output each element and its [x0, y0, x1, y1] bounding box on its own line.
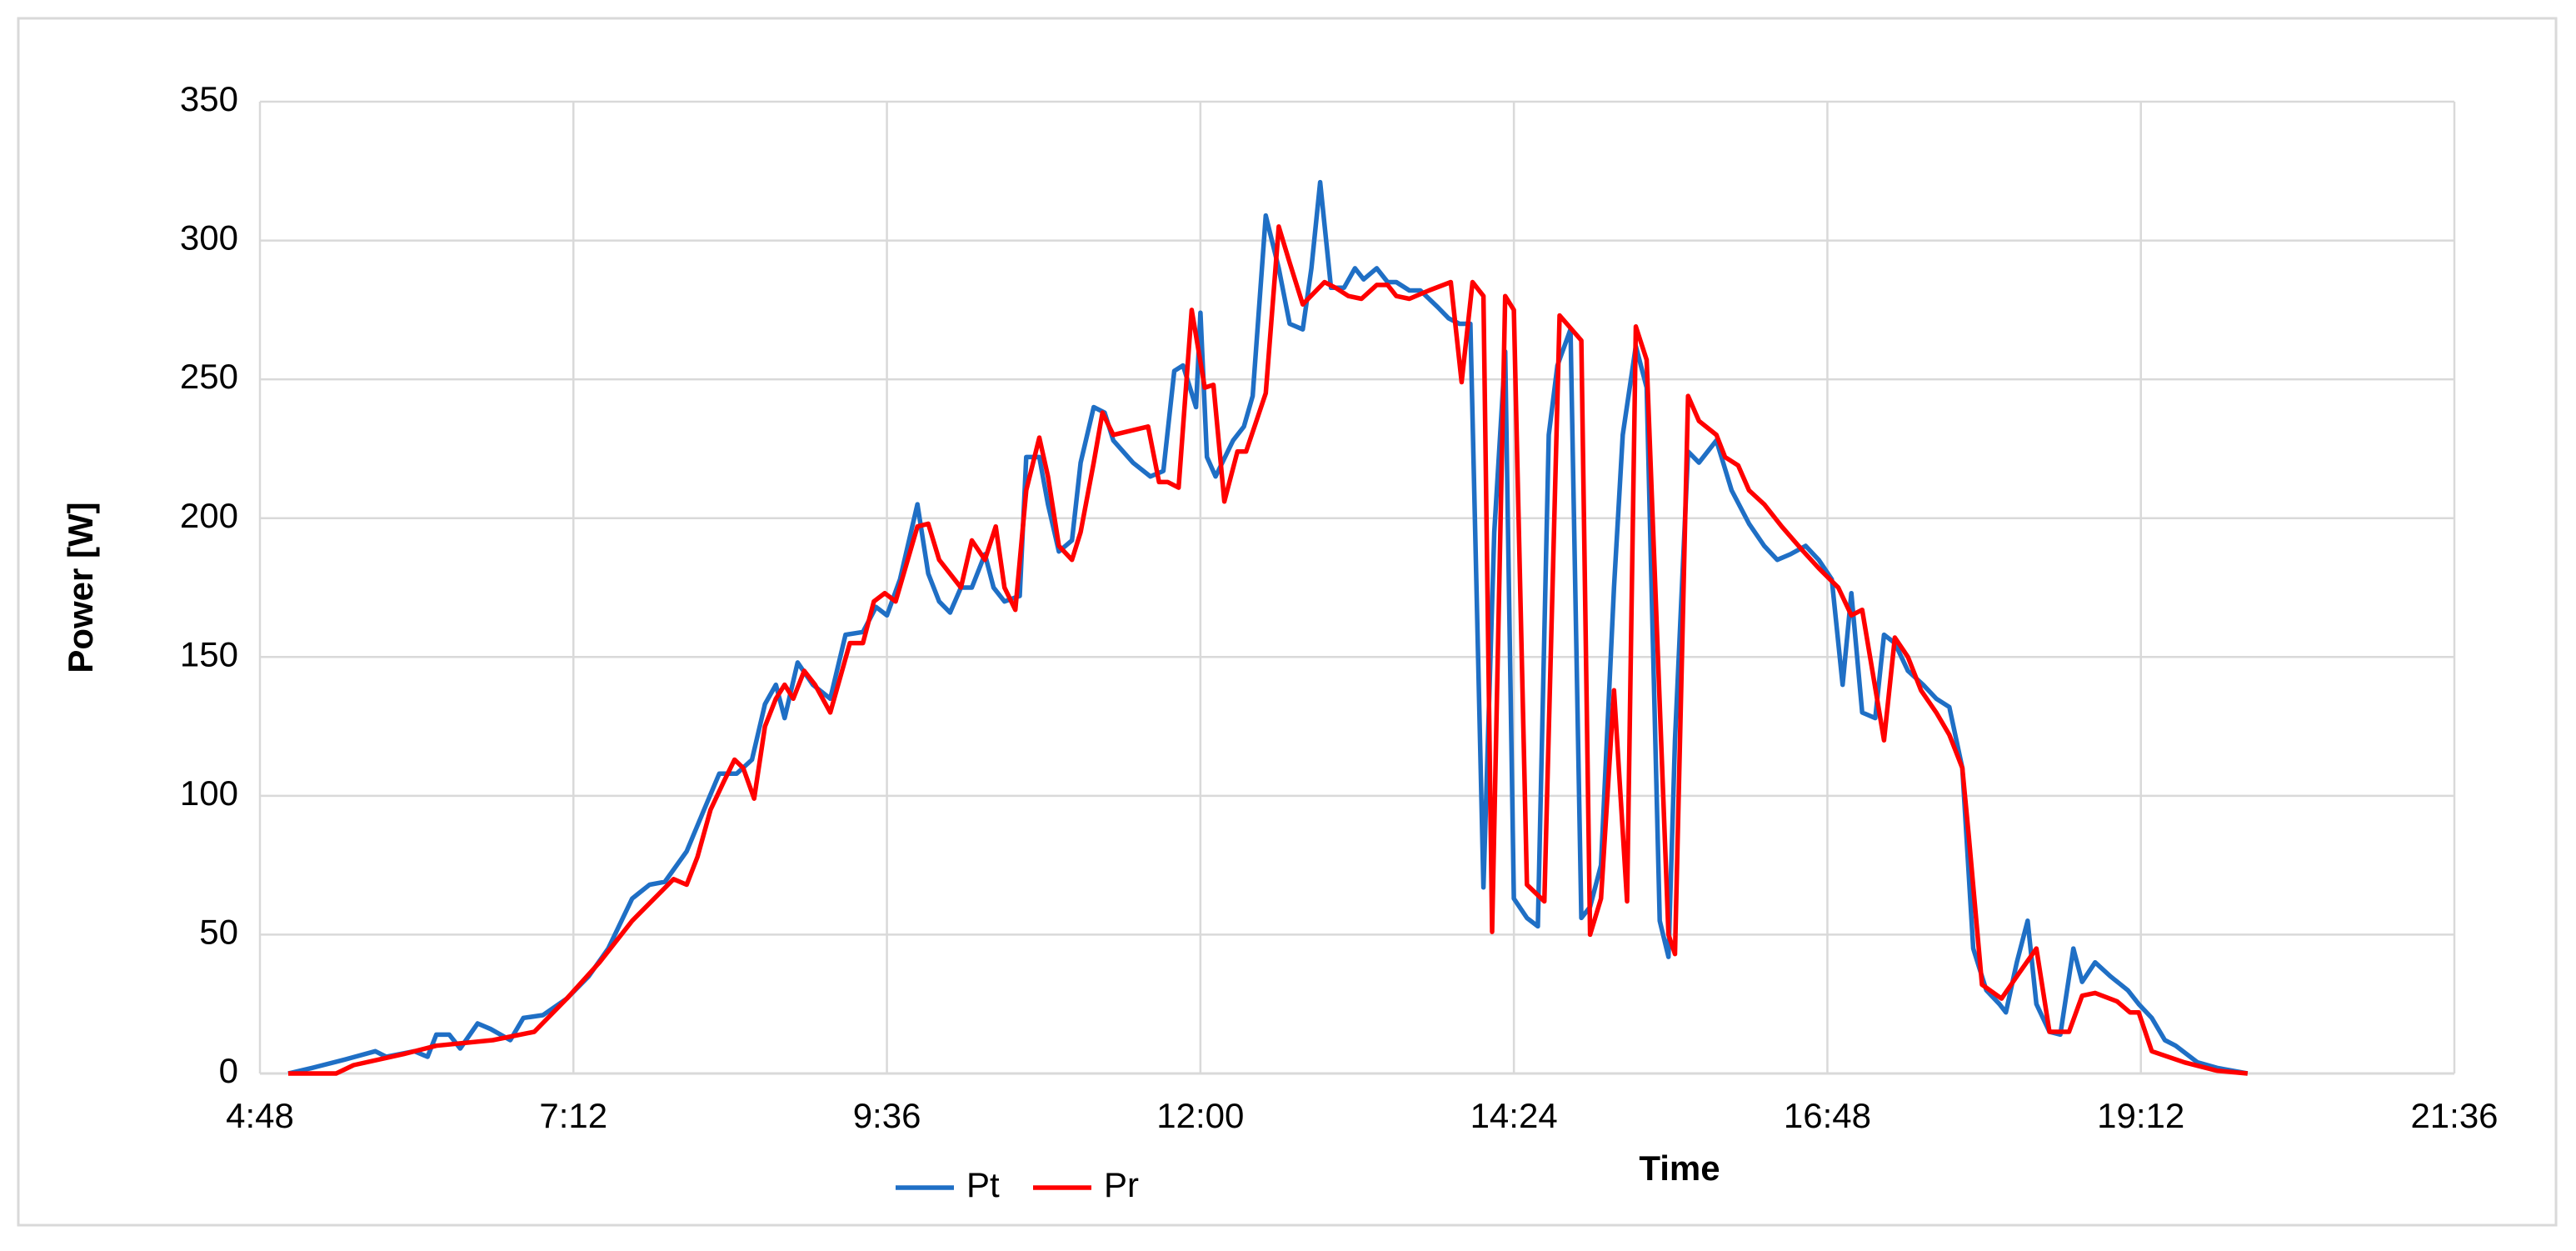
x-tick-label: 4:48 [226, 1096, 294, 1135]
y-tick-label: 50 [199, 913, 238, 952]
data-line [288, 224, 2249, 1076]
y-tick-label: 350 [180, 79, 238, 118]
legend-label: Pr [1104, 1165, 1139, 1204]
y-tick-label: 150 [180, 634, 238, 673]
y-tick-label: 250 [180, 357, 238, 396]
y-axis-title: Power [W] [61, 502, 100, 673]
x-tick-label: 21:36 [2410, 1096, 2498, 1135]
x-tick-label: 14:24 [1470, 1096, 1558, 1135]
x-tick-label: 12:00 [1156, 1096, 1244, 1135]
y-tick-label: 200 [180, 496, 238, 535]
x-tick-label: 7:12 [539, 1096, 607, 1135]
y-tick-label: 100 [180, 773, 238, 813]
legend-label: Pt [966, 1165, 1000, 1204]
chart-border [17, 17, 2558, 1227]
y-tick-label: 0 [219, 1051, 238, 1090]
x-tick-label: 16:48 [1784, 1096, 1871, 1135]
y-tick-label: 300 [180, 218, 238, 258]
x-tick-label: 9:36 [853, 1096, 921, 1135]
x-tick-label: 19:12 [2097, 1096, 2184, 1135]
x-axis-title: Time [1639, 1148, 1720, 1188]
